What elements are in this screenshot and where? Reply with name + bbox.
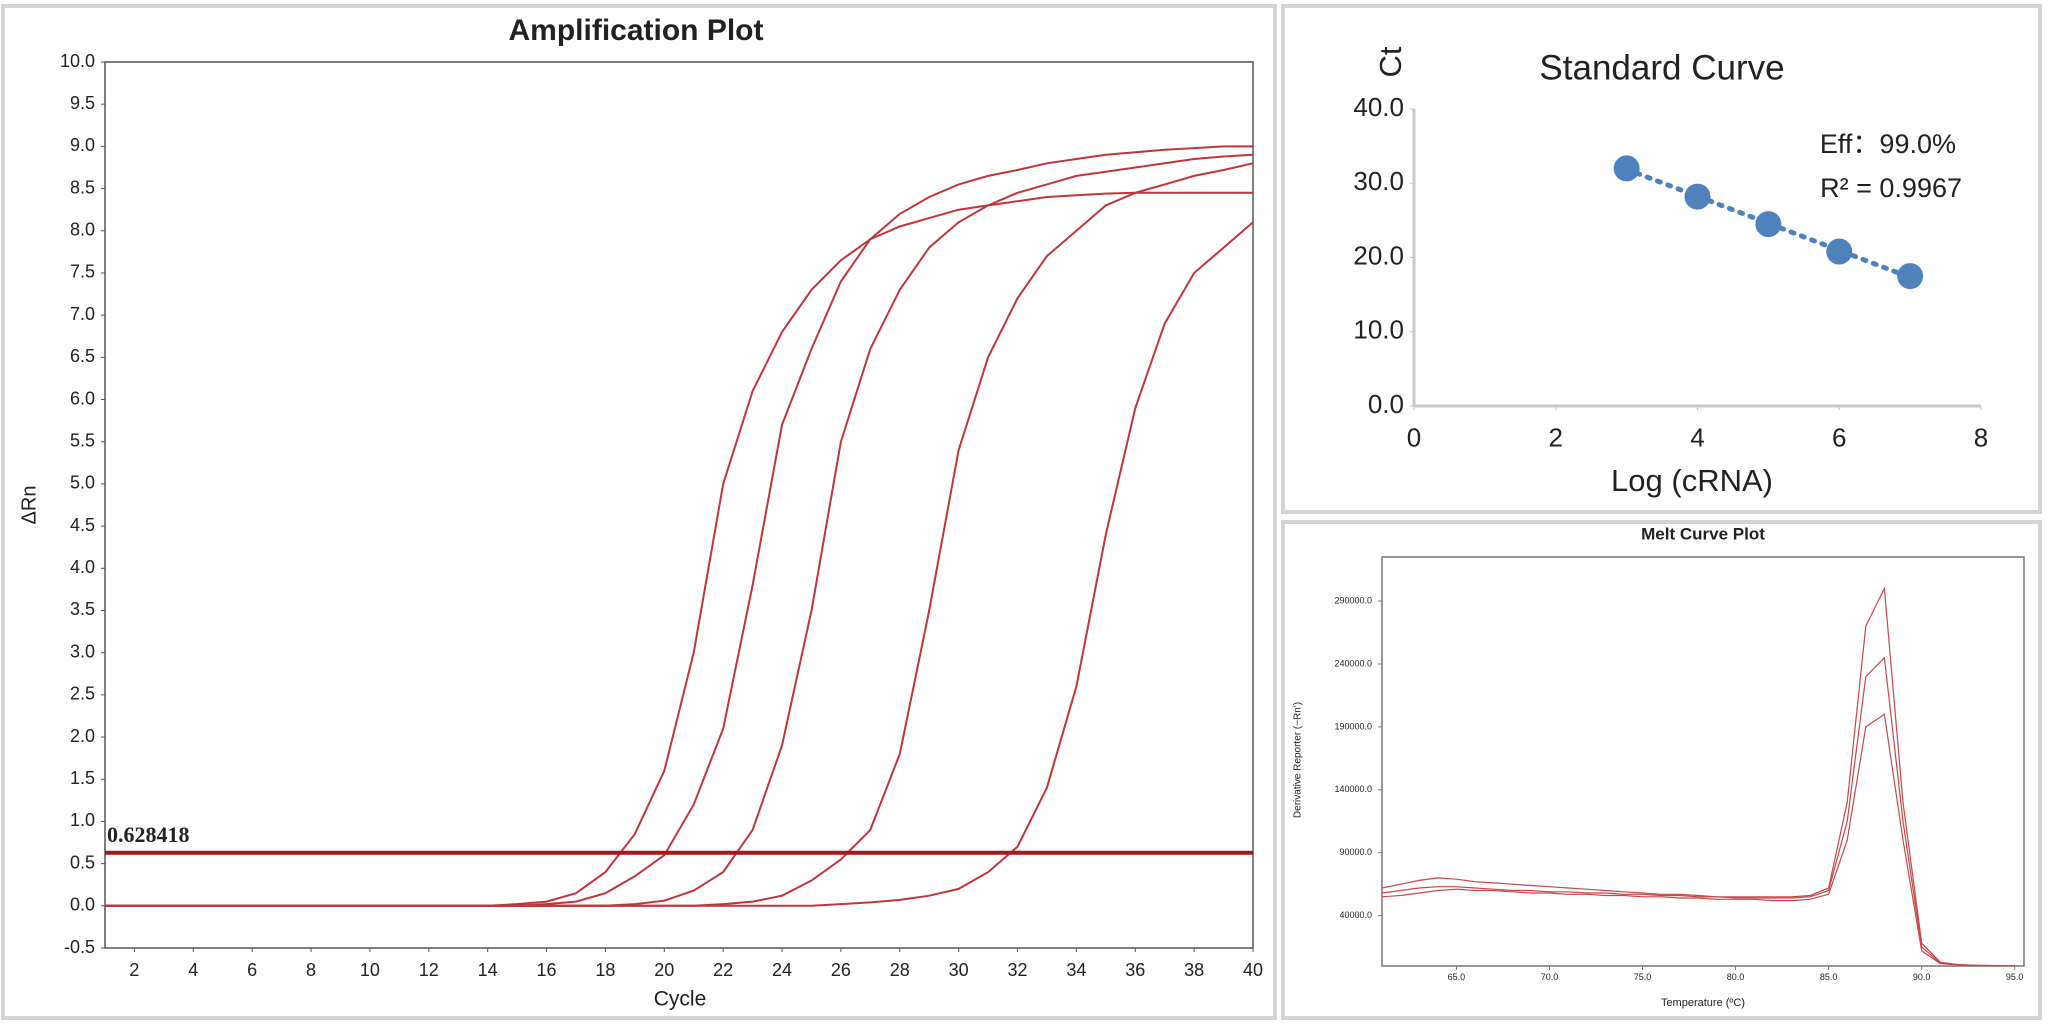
x-tick-label: 20	[654, 960, 674, 980]
x-tick-label: 34	[1066, 960, 1086, 980]
y-tick-label: 4.5	[70, 515, 95, 535]
y-axis-label: Derivative Reporter (−Rn')	[1293, 702, 1304, 818]
line	[1381, 656, 2015, 967]
chart-title: Standard Curve	[1539, 48, 1784, 87]
point	[1613, 155, 1640, 182]
y-tick-label: 240000.0	[1334, 658, 1372, 668]
x-tick-label: 6	[247, 960, 257, 980]
line	[105, 221, 1254, 907]
x-tick-label: 22	[713, 960, 733, 980]
point	[1755, 211, 1782, 238]
point	[1684, 183, 1711, 210]
y-tick-label: 1.5	[70, 768, 95, 788]
y-tick-label: 8.0	[70, 220, 95, 240]
x-tick-label: 0	[1407, 423, 1421, 453]
x-tick-label: 85.0	[1820, 972, 1838, 982]
y-tick-label: 3.0	[70, 641, 95, 661]
point	[1897, 263, 1924, 290]
chart-title: Amplification Plot	[509, 14, 764, 47]
x-tick-label: 24	[772, 960, 792, 980]
y-tick-label: 6.0	[70, 388, 95, 408]
plot-frame	[1381, 556, 2025, 967]
x-tick-label: 36	[1125, 960, 1145, 980]
y-tick-label: 10.0	[60, 51, 95, 71]
x-tick-label: 6	[1832, 423, 1846, 453]
plot-frame	[104, 61, 1254, 949]
x-tick-label: 38	[1184, 960, 1204, 980]
line	[1381, 586, 2015, 967]
x-tick-label: 12	[419, 960, 439, 980]
y-tick-label: 1.0	[70, 810, 95, 830]
x-tick-label: 26	[831, 960, 851, 980]
y-tick-label: 7.0	[70, 304, 95, 324]
x-tick-label: 18	[595, 960, 615, 980]
y-tick-label: 30.0	[1353, 166, 1404, 196]
y-tick-label: 20.0	[1353, 240, 1404, 270]
panel	[1, 4, 1277, 1020]
y-tick-label: 10.0	[1353, 315, 1404, 345]
y-tick-label: 2.0	[70, 726, 95, 746]
y-tick-label: 0.0	[70, 895, 95, 915]
y-tick-label: 8.5	[70, 177, 95, 197]
x-tick-label: 2	[129, 960, 139, 980]
y-tick-label: 2.5	[70, 684, 95, 704]
x-axis-label: Temperature (ºC)	[1661, 997, 1745, 1009]
annotation: R² = 0.9967	[1820, 173, 1962, 203]
x-tick-label: 65.0	[1448, 972, 1466, 982]
x-tick-label: 28	[890, 960, 910, 980]
y-tick-label: 0.5	[70, 852, 95, 872]
y-tick-label: 9.5	[70, 93, 95, 113]
x-tick-label: 40	[1243, 960, 1263, 980]
y-tick-label: 190000.0	[1334, 721, 1372, 731]
annotation: Eff：99.0%	[1820, 129, 1956, 159]
y-tick-label: 140000.0	[1334, 784, 1372, 794]
y-axis-label: Ct	[1373, 46, 1408, 77]
x-tick-label: 90.0	[1913, 972, 1931, 982]
chart-title: Melt Curve Plot	[1641, 524, 1765, 543]
x-axis-label: Cycle	[654, 988, 707, 1011]
y-tick-label: 290000.0	[1334, 595, 1372, 605]
y-tick-label: 5.0	[70, 473, 95, 493]
x-tick-label: 75.0	[1634, 972, 1652, 982]
x-axis-label: Log (cRNA)	[1611, 463, 1773, 498]
x-tick-label: 2	[1549, 423, 1563, 453]
y-tick-label: 3.5	[70, 599, 95, 619]
y-tick-label: -0.5	[64, 937, 95, 957]
point	[1826, 238, 1853, 265]
panel	[1281, 4, 2042, 514]
y-tick-label: 9.0	[70, 135, 95, 155]
threshold-label: 0.628418	[107, 822, 190, 847]
panel	[1281, 520, 2042, 1020]
x-tick-label: 80.0	[1727, 972, 1745, 982]
x-tick-label: 30	[949, 960, 969, 980]
y-tick-label: 6.5	[70, 346, 95, 366]
x-tick-label: 8	[1974, 423, 1988, 453]
x-tick-label: 10	[360, 960, 380, 980]
x-tick-label: 4	[1690, 423, 1704, 453]
y-tick-label: 90000.0	[1339, 847, 1372, 857]
x-tick-label: 95.0	[2006, 972, 2024, 982]
x-tick-label: 70.0	[1541, 972, 1559, 982]
y-tick-label: 40.0	[1353, 92, 1404, 122]
y-tick-label: 4.0	[70, 557, 95, 577]
x-tick-label: 8	[306, 960, 316, 980]
y-tick-label: 0.0	[1368, 389, 1404, 419]
x-tick-label: 16	[537, 960, 557, 980]
x-tick-label: 14	[478, 960, 498, 980]
x-tick-label: 32	[1007, 960, 1027, 980]
x-tick-label: 4	[188, 960, 198, 980]
y-tick-label: 7.5	[70, 262, 95, 282]
line	[1381, 713, 2015, 967]
y-tick-label: 5.5	[70, 430, 95, 450]
y-axis-label: ΔRn	[18, 486, 40, 525]
y-tick-label: 40000.0	[1339, 910, 1372, 920]
